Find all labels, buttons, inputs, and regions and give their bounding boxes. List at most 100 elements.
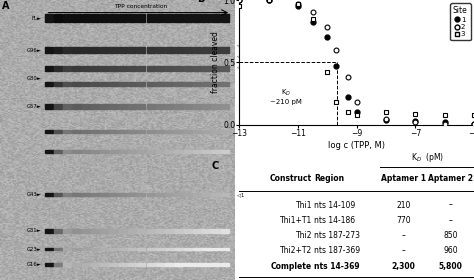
Text: –: – — [401, 246, 406, 255]
Bar — [156, 248, 164, 250]
Bar — [45, 193, 53, 197]
Bar — [109, 263, 118, 266]
Bar — [193, 130, 201, 133]
Bar — [91, 248, 99, 250]
Bar — [156, 14, 164, 22]
Text: TPP concentration: TPP concentration — [114, 4, 167, 9]
Bar — [128, 82, 136, 86]
Bar — [137, 47, 146, 53]
Bar — [183, 47, 192, 53]
Bar — [221, 66, 229, 71]
Bar — [63, 47, 71, 53]
Bar — [193, 47, 201, 53]
Text: G96►: G96► — [27, 48, 41, 53]
Bar — [63, 14, 71, 22]
Bar — [137, 104, 146, 109]
Bar — [82, 248, 90, 250]
Bar — [146, 82, 155, 86]
Bar — [202, 193, 210, 197]
Bar — [146, 230, 155, 232]
Bar — [221, 47, 229, 53]
Bar — [91, 193, 99, 197]
Bar — [165, 82, 173, 86]
Text: ◁: ◁ — [237, 65, 241, 70]
Bar — [128, 150, 136, 153]
Bar — [137, 150, 146, 153]
Text: Thi2: Thi2 — [296, 231, 312, 240]
Bar — [100, 14, 109, 22]
Bar — [63, 82, 71, 86]
Bar — [54, 82, 62, 86]
Text: Construct: Construct — [270, 174, 312, 183]
Bar — [146, 104, 155, 109]
Bar — [221, 150, 229, 153]
Bar — [54, 47, 62, 53]
Text: A: A — [2, 1, 10, 11]
Text: ◁1: ◁1 — [237, 192, 245, 197]
Text: G23►: G23► — [27, 247, 41, 252]
Bar — [165, 14, 173, 22]
Bar — [156, 130, 164, 133]
Bar — [137, 130, 146, 133]
Bar — [183, 230, 192, 232]
Bar — [211, 130, 219, 133]
Bar — [100, 230, 109, 232]
Bar — [211, 150, 219, 153]
Text: nts 14-369: nts 14-369 — [314, 262, 360, 271]
Text: 960: 960 — [443, 246, 458, 255]
Bar — [221, 130, 229, 133]
Bar — [82, 82, 90, 86]
Bar — [54, 248, 62, 250]
Text: ◁3: ◁3 — [237, 42, 244, 47]
Bar — [193, 230, 201, 232]
Bar — [193, 104, 201, 109]
Bar — [146, 150, 155, 153]
Bar — [100, 47, 109, 53]
Bar — [137, 193, 146, 197]
Bar — [193, 150, 201, 153]
Text: Thi1: Thi1 — [296, 200, 312, 209]
Bar — [100, 263, 109, 266]
Bar — [54, 263, 62, 266]
Text: 5,800: 5,800 — [438, 262, 463, 271]
Bar — [183, 66, 192, 71]
Bar — [146, 263, 155, 266]
Bar — [54, 193, 62, 197]
Bar — [73, 230, 81, 232]
Bar — [91, 104, 99, 109]
Text: –: – — [448, 200, 453, 209]
Bar — [45, 14, 53, 22]
Bar — [63, 130, 71, 133]
Bar — [82, 150, 90, 153]
Bar — [146, 66, 155, 71]
Bar — [137, 248, 146, 250]
Bar — [109, 14, 118, 22]
Bar — [45, 130, 53, 133]
Bar — [73, 14, 81, 22]
Text: 770: 770 — [396, 216, 411, 225]
Bar — [202, 150, 210, 153]
Bar — [63, 150, 71, 153]
Bar — [202, 130, 210, 133]
Bar — [193, 248, 201, 250]
Bar — [73, 263, 81, 266]
Bar — [221, 14, 229, 22]
Bar — [45, 263, 53, 266]
Bar — [118, 263, 127, 266]
Bar — [128, 263, 136, 266]
Bar — [165, 263, 173, 266]
Text: Aptamer 1: Aptamer 1 — [381, 174, 426, 183]
Bar — [109, 66, 118, 71]
Bar — [202, 104, 210, 109]
Bar — [137, 230, 146, 232]
Bar — [183, 263, 192, 266]
Bar — [174, 263, 182, 266]
Bar — [73, 82, 81, 86]
Bar — [91, 66, 99, 71]
Bar — [183, 248, 192, 250]
Bar — [165, 248, 173, 250]
Bar — [202, 14, 210, 22]
Bar — [82, 193, 90, 197]
Bar — [91, 230, 99, 232]
Text: Complete: Complete — [271, 262, 312, 271]
